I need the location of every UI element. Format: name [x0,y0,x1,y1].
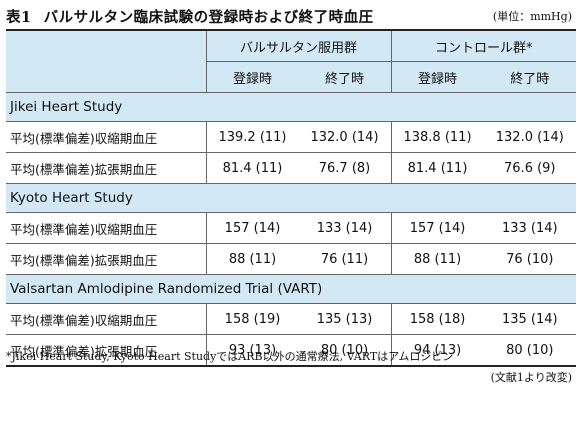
section-title: Kyoto Heart Study [6,183,577,213]
table-cell: 158 (19) [205,303,299,335]
header-empty-cell [6,61,206,93]
table-row: 平均(標準偏差)拡張期血圧 81.4 (11) 76.7 (8) 81.4 (1… [6,152,577,184]
row-label: 平均(標準偏差)収縮期血圧 [6,212,206,244]
table-cell: 135 (14) [483,303,577,335]
header-sub-end: 終了時 [298,61,392,93]
table-cell: 88 (11) [205,243,299,275]
table-row: 平均(標準偏差)拡張期血圧 93 (13) 80 (10) 94 (13) 80… [6,334,576,366]
section-row-kyoto: Kyoto Heart Study [6,183,577,213]
table-title-row: 表1 バルサルタン臨床試験の登録時および終了時血圧 (単位：mmHg) [6,4,574,26]
header-group-valsartan: バルサルタン服用群 [205,30,392,62]
table-cell: 133 (14) [298,212,392,244]
row-label: 平均(標準偏差)拡張期血圧 [6,243,206,275]
row-label: 平均(標準偏差)拡張期血圧 [6,152,206,184]
header-sub-enrollment: 登録時 [205,61,299,93]
table-caption-text: バルサルタン臨床試験の登録時および終了時血圧 [43,9,374,26]
table-row: 平均(標準偏差)収縮期血圧 157 (14) 133 (14) 157 (14)… [6,212,577,244]
table-cell: 93 (13) [205,334,299,366]
table-cell: 157 (14) [205,212,299,244]
header-row-groups: バルサルタン服用群 コントロール群* [6,30,577,62]
header-empty-cell [6,30,206,62]
table-row: 平均(標準偏差)収縮期血圧 158 (19) 135 (13) 158 (18)… [6,303,577,335]
table-cell: 76 (10) [483,243,577,275]
table-cell: 139.2 (11) [205,121,299,153]
table-cell: 158 (18) [390,303,484,335]
table-cell: 133 (14) [483,212,577,244]
blood-pressure-table: バルサルタン服用群 コントロール群* 登録時 終了時 登録時 終了時 Jikei… [6,29,577,367]
section-title: Jikei Heart Study [6,92,577,122]
table-number: 表1 [6,9,32,26]
table-cell: 80 (10) [320,342,369,358]
table-cell: 135 (13) [298,303,392,335]
header-row-subcolumns: 登録時 終了時 登録時 終了時 [6,61,577,93]
table-cell: 94 (13) [390,334,484,366]
unit-note: (単位：mmHg) [492,10,572,23]
header-sub-enrollment: 登録時 [390,61,484,93]
table-cell: 80 (10) [506,342,554,358]
footnote: *Jikei Heart Study, Kyoto Heart StudyではA… [6,350,454,363]
section-row-jikei: Jikei Heart Study [6,92,577,122]
table-cell: 76.7 (8) [298,152,392,184]
table-row: 平均(標準偏差)拡張期血圧 88 (11) 76 (11) 88 (11) 76… [6,243,577,275]
table-cell: 76 (11) [298,243,392,275]
section-row-vart: Valsartan Amlodipine Randomized Trial (V… [6,274,577,304]
row-label: 平均(標準偏差)収縮期血圧 [6,303,206,335]
table-cell: 76.6 (9) [483,152,577,184]
table-cell: 81.4 (11) [205,152,299,184]
header-group-control: コントロール群* [390,30,577,62]
table-row: 平均(標準偏差)収縮期血圧 139.2 (11) 132.0 (14) 138.… [6,121,577,153]
table-cell: 157 (14) [390,212,484,244]
table-cell: 132.0 (14) [298,121,392,153]
section-title: Valsartan Amlodipine Randomized Trial (V… [6,274,577,304]
source-note: (文献1より改変) [490,371,572,384]
header-sub-end: 終了時 [483,61,577,93]
row-label: 平均(標準偏差)拡張期血圧 [10,343,158,359]
table-cell: 132.0 (14) [483,121,577,153]
table-cell: 138.8 (11) [390,121,484,153]
table-cell: 81.4 (11) [390,152,484,184]
row-label: 平均(標準偏差)収縮期血圧 [6,121,206,153]
table-cell: 88 (11) [390,243,484,275]
table-caption: 表1 バルサルタン臨床試験の登録時および終了時血圧 [6,6,374,27]
